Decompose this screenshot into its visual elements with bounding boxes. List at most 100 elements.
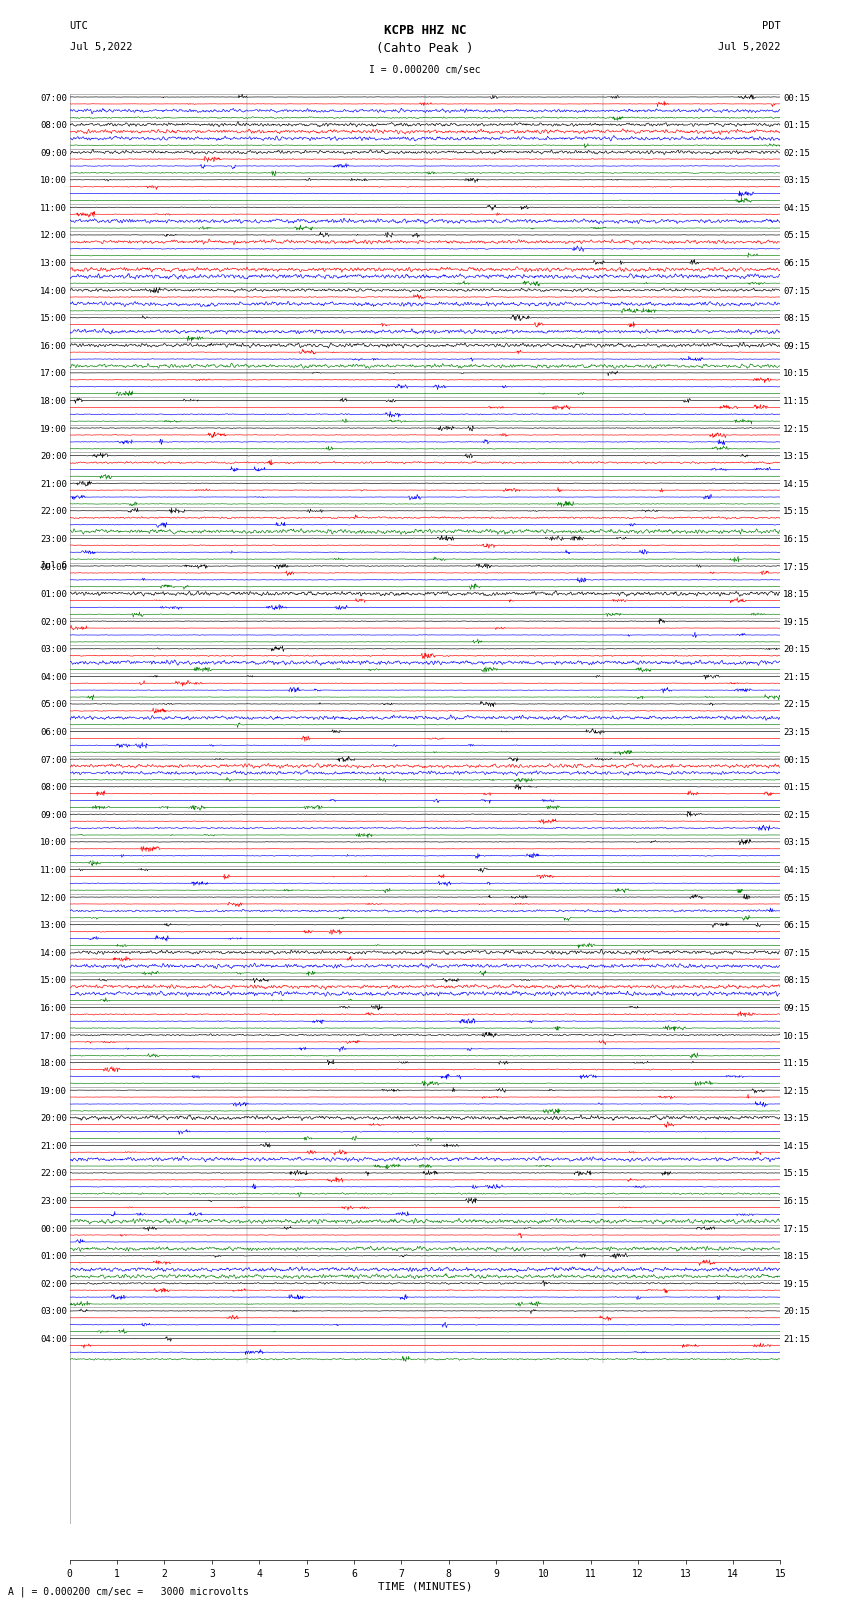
Text: UTC: UTC <box>70 21 88 31</box>
Text: 10:15: 10:15 <box>783 369 810 379</box>
Text: 20:00: 20:00 <box>40 1115 67 1123</box>
Text: 08:00: 08:00 <box>40 121 67 131</box>
Text: 15:15: 15:15 <box>783 1169 810 1179</box>
Text: 16:15: 16:15 <box>783 1197 810 1207</box>
Text: 12:15: 12:15 <box>783 424 810 434</box>
Text: 05:15: 05:15 <box>783 232 810 240</box>
Text: 11:00: 11:00 <box>40 203 67 213</box>
Text: 20:00: 20:00 <box>40 452 67 461</box>
Text: 13:15: 13:15 <box>783 1115 810 1123</box>
Text: 03:15: 03:15 <box>783 176 810 185</box>
Text: 17:00: 17:00 <box>40 1032 67 1040</box>
Text: 18:00: 18:00 <box>40 397 67 406</box>
Text: I = 0.000200 cm/sec: I = 0.000200 cm/sec <box>369 65 481 74</box>
Text: 14:00: 14:00 <box>40 948 67 958</box>
Text: 14:00: 14:00 <box>40 287 67 295</box>
Text: 19:00: 19:00 <box>40 1087 67 1095</box>
Text: 08:15: 08:15 <box>783 976 810 986</box>
Text: 14:15: 14:15 <box>783 479 810 489</box>
Text: 03:15: 03:15 <box>783 839 810 847</box>
Text: 13:15: 13:15 <box>783 452 810 461</box>
Text: 14:15: 14:15 <box>783 1142 810 1152</box>
Text: 20:15: 20:15 <box>783 1308 810 1316</box>
Text: 15:00: 15:00 <box>40 976 67 986</box>
Text: 06:15: 06:15 <box>783 921 810 931</box>
Text: (Cahto Peak ): (Cahto Peak ) <box>377 42 473 55</box>
Text: 03:00: 03:00 <box>40 1308 67 1316</box>
Text: KCPB HHZ NC: KCPB HHZ NC <box>383 24 467 37</box>
Text: 22:00: 22:00 <box>40 508 67 516</box>
Text: 03:00: 03:00 <box>40 645 67 655</box>
Text: 17:15: 17:15 <box>783 563 810 571</box>
Text: 00:15: 00:15 <box>783 755 810 765</box>
Text: 22:00: 22:00 <box>40 1169 67 1179</box>
Text: 02:00: 02:00 <box>40 618 67 627</box>
Text: 20:15: 20:15 <box>783 645 810 655</box>
Text: 04:00: 04:00 <box>40 1336 67 1344</box>
X-axis label: TIME (MINUTES): TIME (MINUTES) <box>377 1582 473 1592</box>
Text: 07:00: 07:00 <box>40 755 67 765</box>
Text: 21:00: 21:00 <box>40 479 67 489</box>
Text: 04:00: 04:00 <box>40 673 67 682</box>
Text: 23:00: 23:00 <box>40 1197 67 1207</box>
Text: 07:15: 07:15 <box>783 948 810 958</box>
Text: 01:15: 01:15 <box>783 784 810 792</box>
Text: 18:15: 18:15 <box>783 590 810 598</box>
Text: 15:15: 15:15 <box>783 508 810 516</box>
Text: 09:00: 09:00 <box>40 811 67 819</box>
Text: 21:15: 21:15 <box>783 1336 810 1344</box>
Text: Jul 5,2022: Jul 5,2022 <box>70 42 133 52</box>
Text: 11:00: 11:00 <box>40 866 67 874</box>
Text: 15:00: 15:00 <box>40 315 67 323</box>
Text: 12:00: 12:00 <box>40 894 67 903</box>
Text: Jul 5,2022: Jul 5,2022 <box>717 42 780 52</box>
Text: 00:15: 00:15 <box>783 94 810 103</box>
Text: 16:15: 16:15 <box>783 536 810 544</box>
Text: Jul 6: Jul 6 <box>40 561 67 569</box>
Text: 09:15: 09:15 <box>783 342 810 352</box>
Text: 10:00: 10:00 <box>40 176 67 185</box>
Text: 18:00: 18:00 <box>40 1060 67 1068</box>
Text: 00:00: 00:00 <box>40 1224 67 1234</box>
Text: 05:15: 05:15 <box>783 894 810 903</box>
Text: 23:15: 23:15 <box>783 727 810 737</box>
Text: 07:00: 07:00 <box>40 94 67 103</box>
Text: 02:15: 02:15 <box>783 148 810 158</box>
Text: 11:15: 11:15 <box>783 1060 810 1068</box>
Text: 09:15: 09:15 <box>783 1003 810 1013</box>
Text: 17:00: 17:00 <box>40 369 67 379</box>
Text: 12:00: 12:00 <box>40 232 67 240</box>
Text: 05:00: 05:00 <box>40 700 67 710</box>
Text: 19:15: 19:15 <box>783 1279 810 1289</box>
Text: 00:00: 00:00 <box>40 563 67 571</box>
Text: 22:15: 22:15 <box>783 700 810 710</box>
Text: 06:15: 06:15 <box>783 260 810 268</box>
Text: 16:00: 16:00 <box>40 1003 67 1013</box>
Text: 01:00: 01:00 <box>40 1252 67 1261</box>
Text: 02:15: 02:15 <box>783 811 810 819</box>
Text: 10:00: 10:00 <box>40 839 67 847</box>
Text: 13:00: 13:00 <box>40 260 67 268</box>
Text: 06:00: 06:00 <box>40 727 67 737</box>
Text: 16:00: 16:00 <box>40 342 67 352</box>
Text: 07:15: 07:15 <box>783 287 810 295</box>
Text: 08:00: 08:00 <box>40 784 67 792</box>
Text: 18:15: 18:15 <box>783 1252 810 1261</box>
Text: 04:15: 04:15 <box>783 866 810 874</box>
Text: PDT: PDT <box>762 21 780 31</box>
Text: 04:15: 04:15 <box>783 203 810 213</box>
Text: 01:15: 01:15 <box>783 121 810 131</box>
Text: 19:15: 19:15 <box>783 618 810 627</box>
Text: 21:00: 21:00 <box>40 1142 67 1152</box>
Text: 17:15: 17:15 <box>783 1224 810 1234</box>
Text: 09:00: 09:00 <box>40 148 67 158</box>
Text: 21:15: 21:15 <box>783 673 810 682</box>
Text: 08:15: 08:15 <box>783 315 810 323</box>
Text: 12:15: 12:15 <box>783 1087 810 1095</box>
Text: 02:00: 02:00 <box>40 1279 67 1289</box>
Text: 13:00: 13:00 <box>40 921 67 931</box>
Text: 19:00: 19:00 <box>40 424 67 434</box>
Text: 23:00: 23:00 <box>40 536 67 544</box>
Text: 10:15: 10:15 <box>783 1032 810 1040</box>
Text: 01:00: 01:00 <box>40 590 67 598</box>
